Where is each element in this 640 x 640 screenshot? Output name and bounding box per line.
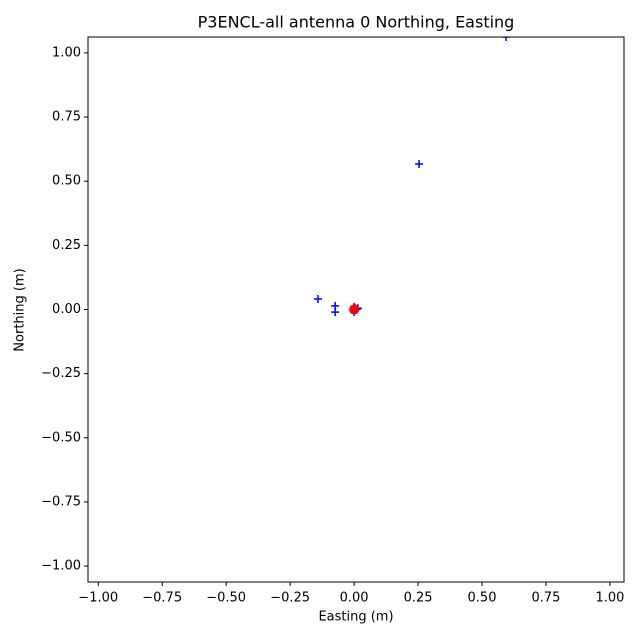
x-tick-label: −0.50	[206, 591, 246, 606]
y-axis-label: Northing (m)	[13, 268, 28, 351]
point	[415, 160, 424, 169]
x-tick-label: 0.00	[340, 591, 369, 606]
y-tick-label: 0.50	[52, 174, 81, 189]
x-tick-label: 0.75	[531, 591, 560, 606]
y-tick-label: 1.00	[52, 45, 81, 60]
y-tick-label: −0.75	[41, 494, 81, 509]
x-axis-label: Easting (m)	[318, 610, 393, 625]
chart-title: P3ENCL-all antenna 0 Northing, Easting	[198, 13, 515, 32]
y-tick-label: −0.25	[41, 366, 81, 381]
point	[331, 308, 340, 317]
x-tick-label: 0.50	[468, 591, 497, 606]
y-tick-label: −0.50	[41, 430, 81, 445]
y-tick-label: 0.75	[52, 110, 81, 125]
y-tick-label: 0.00	[52, 302, 81, 317]
x-tick-label: 0.25	[404, 591, 433, 606]
point	[502, 37, 511, 41]
x-tick-label: −1.00	[78, 591, 118, 606]
x-tick-label: −0.75	[142, 591, 182, 606]
point	[314, 294, 323, 303]
x-tick-label: −0.25	[270, 591, 310, 606]
plot-frame	[87, 36, 625, 583]
y-tick-label: 0.25	[52, 238, 81, 253]
x-tick-label: 1.00	[595, 591, 624, 606]
y-tick-label: −1.00	[41, 559, 81, 574]
point	[349, 304, 360, 315]
